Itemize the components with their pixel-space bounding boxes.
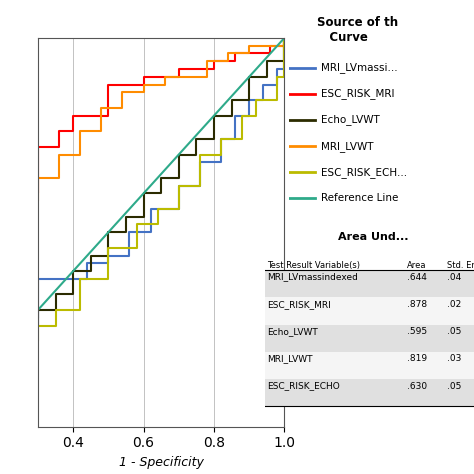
Text: Echo_LVWT: Echo_LVWT bbox=[267, 327, 318, 336]
Text: MRI_LVmassi...: MRI_LVmassi... bbox=[320, 63, 397, 73]
Text: Std. Err: Std. Err bbox=[447, 261, 474, 270]
Text: ESC_RISK_ECHO: ESC_RISK_ECHO bbox=[267, 382, 340, 391]
Text: .02: .02 bbox=[447, 300, 461, 309]
Text: .630: .630 bbox=[407, 382, 428, 391]
Text: .05: .05 bbox=[447, 327, 461, 336]
X-axis label: 1 - Specificity: 1 - Specificity bbox=[118, 456, 204, 469]
Text: Echo_LVWT: Echo_LVWT bbox=[320, 115, 379, 126]
Text: .03: .03 bbox=[447, 355, 461, 363]
Text: Test Result Variable(s): Test Result Variable(s) bbox=[267, 261, 361, 270]
FancyBboxPatch shape bbox=[265, 325, 474, 352]
FancyBboxPatch shape bbox=[265, 298, 474, 325]
Text: ESC_RISK_MRI: ESC_RISK_MRI bbox=[320, 89, 394, 100]
Text: .644: .644 bbox=[407, 273, 427, 282]
Text: .819: .819 bbox=[407, 355, 428, 363]
Text: Area Und...: Area Und... bbox=[338, 232, 409, 242]
Text: ESC_RISK_ECH...: ESC_RISK_ECH... bbox=[320, 167, 407, 178]
Text: .04: .04 bbox=[447, 273, 461, 282]
Text: .05: .05 bbox=[447, 382, 461, 391]
Text: MRI_LVWT: MRI_LVWT bbox=[320, 141, 373, 152]
Text: MRI_LVmassindexed: MRI_LVmassindexed bbox=[267, 273, 358, 282]
FancyBboxPatch shape bbox=[265, 270, 474, 298]
Text: MRI_LVWT: MRI_LVWT bbox=[267, 355, 313, 363]
FancyBboxPatch shape bbox=[265, 379, 474, 407]
Text: .878: .878 bbox=[407, 300, 428, 309]
Text: Area: Area bbox=[407, 261, 427, 270]
Text: Source of th
   Curve: Source of th Curve bbox=[317, 16, 398, 44]
Text: .595: .595 bbox=[407, 327, 428, 336]
FancyBboxPatch shape bbox=[265, 352, 474, 379]
Text: ESC_RISK_MRI: ESC_RISK_MRI bbox=[267, 300, 331, 309]
Text: Reference Line: Reference Line bbox=[320, 193, 398, 203]
